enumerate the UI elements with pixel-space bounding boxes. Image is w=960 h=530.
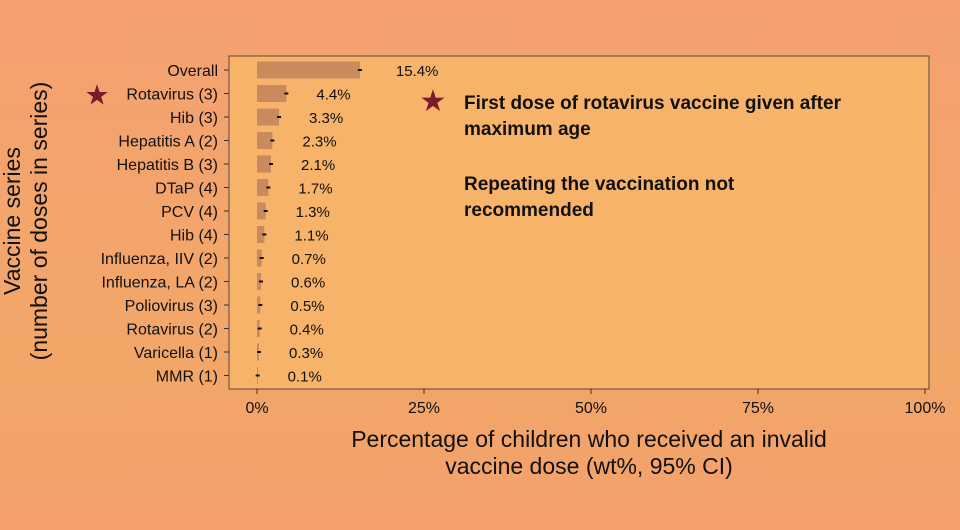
y-axis-title-line-2: (number of doses in series): [26, 82, 52, 361]
y-tick-label: PCV (4): [161, 204, 218, 221]
data-label: 1.3%: [296, 204, 330, 221]
y-tick-label: Poliovirus (3): [125, 298, 218, 315]
bar: [257, 132, 273, 149]
highlight-star-icon: ★: [84, 79, 109, 112]
y-tick-label: Rotavirus (2): [126, 322, 218, 339]
bar: [257, 61, 360, 79]
y-tick-label: Hib (4): [170, 228, 218, 245]
data-label: 3.3%: [309, 110, 343, 127]
annotation-line-4: recommended: [464, 200, 594, 221]
y-axis-title: Vaccine series (number of doses in serie…: [0, 82, 52, 361]
bar: [257, 226, 265, 243]
data-label: 0.4%: [290, 322, 324, 339]
y-tick-label: DTaP (4): [155, 181, 218, 198]
x-tick-label: 100%: [905, 400, 946, 417]
x-tick-label: 0%: [245, 400, 268, 417]
y-tick-label: Hepatitis A (2): [118, 134, 218, 151]
labels-layer: Overall 15.4% Rotavirus (3) 4.4% ★ Hib (3) 3.3…: [84, 63, 945, 417]
x-axis-title-line-2: vaccine dose (wt%, 95% CI): [445, 453, 733, 479]
data-label: 2.3%: [302, 134, 336, 151]
x-axis-title-line-1: Percentage of children who received an i…: [351, 426, 827, 452]
annotation: ★ First dose of rotavirus vaccine given …: [420, 84, 842, 221]
y-tick-label: Influenza, LA (2): [101, 275, 218, 292]
bar: [257, 202, 266, 220]
data-label: 1.7%: [298, 181, 332, 198]
data-label: 0.5%: [290, 298, 324, 315]
bar: [257, 85, 287, 102]
y-tick-label: Hepatitis B (3): [117, 157, 218, 174]
data-label: 1.1%: [294, 228, 328, 245]
x-tick-label: 25%: [408, 400, 440, 417]
y-axis-title-line-1: Vaccine series: [0, 147, 25, 295]
bars-layer: [255, 61, 362, 384]
star-icon: ★: [420, 84, 447, 119]
bar: [257, 273, 262, 290]
x-tick-label: 75%: [742, 400, 774, 417]
data-label: 15.4%: [396, 63, 439, 80]
plot-panel: [228, 55, 930, 390]
bar: [257, 179, 269, 196]
data-label: 0.6%: [291, 275, 325, 292]
y-tick-label: Overall: [167, 63, 218, 80]
y-tick-label: MMR (1): [156, 369, 218, 386]
data-label: 2.1%: [301, 157, 335, 174]
annotation-line-1: First dose of rotavirus vaccine given af…: [464, 93, 842, 114]
bar: [257, 108, 280, 126]
y-tick-label: Varicella (1): [134, 345, 218, 362]
bar: [257, 155, 272, 173]
bar: [257, 249, 262, 267]
ticks-layer: [224, 69, 926, 394]
annotation-line-2: maximum age: [464, 119, 591, 140]
y-tick-label: Rotavirus (3): [126, 87, 218, 104]
x-tick-label: 50%: [575, 400, 607, 417]
annotation-line-3: Repeating the vaccination not: [464, 174, 735, 195]
data-label: 0.1%: [288, 369, 322, 386]
data-label: 0.3%: [289, 345, 323, 362]
y-tick-label: Hib (3): [170, 110, 218, 127]
data-label: 0.7%: [292, 251, 326, 268]
data-label: 4.4%: [316, 87, 350, 104]
y-tick-label: Influenza, IIV (2): [101, 251, 218, 268]
